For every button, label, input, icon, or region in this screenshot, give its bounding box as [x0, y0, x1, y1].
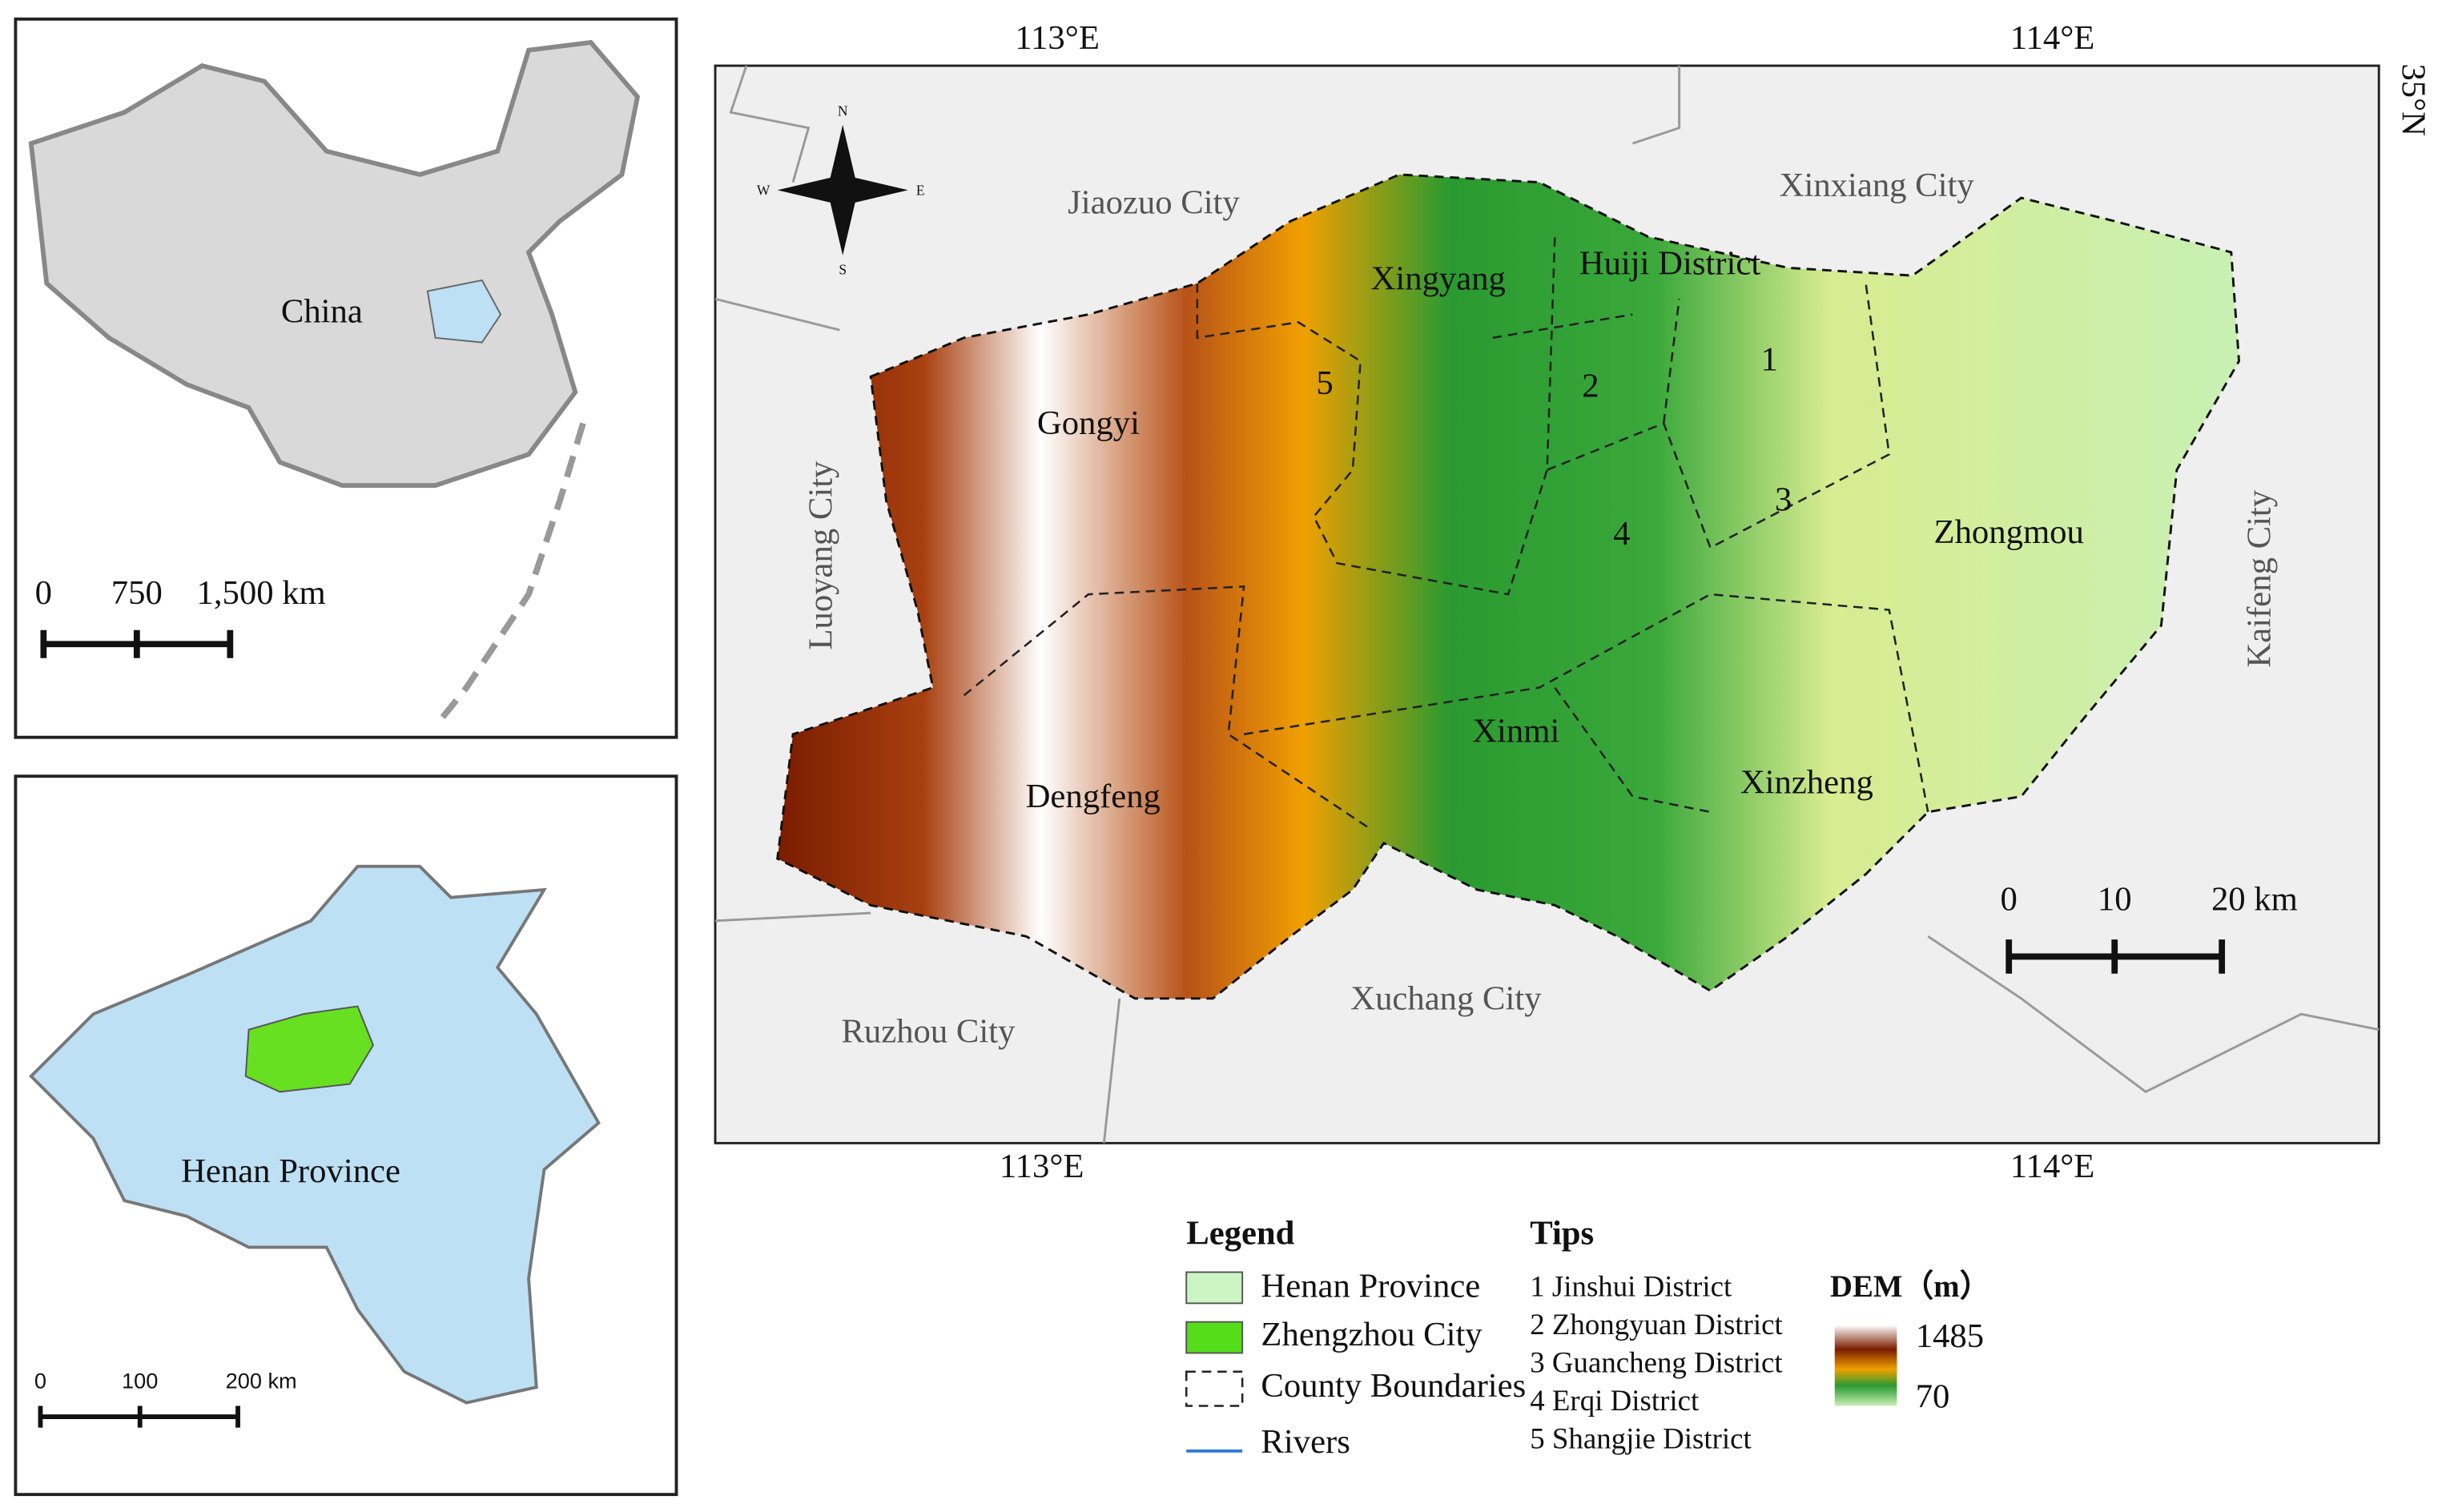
- tip-item: 5 Shangjie District: [1530, 1422, 1752, 1455]
- compass-label: W: [757, 182, 770, 198]
- dem-label: 70: [1916, 1378, 1950, 1416]
- district-label: Zhongmou: [1934, 513, 2084, 551]
- henan-inset: Henan Province 0 100 200 km: [14, 774, 678, 1497]
- neighbor-label: Jiaozuo City: [1068, 184, 1240, 222]
- dem-label: 1485: [1916, 1317, 1984, 1355]
- legend-item: Henan Province: [1261, 1268, 1480, 1305]
- label: Henan Province: [181, 1152, 400, 1190]
- district-label: Huiji District: [1579, 244, 1761, 282]
- legend-title: Legend: [1186, 1215, 1294, 1253]
- compass: N E S W: [757, 103, 925, 277]
- henan-highlight: [426, 279, 502, 344]
- scale-label: 20 km: [2211, 880, 2298, 918]
- compass-rose: [777, 124, 908, 255]
- tip-item: 4 Erqi District: [1530, 1384, 1700, 1417]
- graticule-label: 113°E: [1000, 1148, 1084, 1185]
- scale-label: 0: [35, 574, 52, 612]
- boundary: [714, 65, 2380, 1144]
- scale-label: 10: [2098, 880, 2132, 918]
- legend-item: Rivers: [1261, 1423, 1350, 1461]
- neighbor-label: Xinxiang City: [1780, 167, 1975, 204]
- graticule-label: 114°E: [2010, 19, 2095, 57]
- neighbor-label: Xuchang City: [1350, 980, 1542, 1018]
- zhengzhou-highlight: [244, 1005, 374, 1093]
- district-label: 3: [1775, 481, 1792, 518]
- swatch: [1185, 1271, 1244, 1305]
- frame: [14, 774, 678, 1497]
- tips-title: Tips: [1530, 1215, 1594, 1253]
- neighbor-label: Luoyang City: [803, 460, 840, 650]
- zhengzhou-dem: [776, 173, 2240, 1000]
- scale-bar: [2006, 939, 2226, 974]
- neighbor-label: Ruzhou City: [841, 1012, 1016, 1050]
- district-label: Gongyi: [1037, 404, 1140, 442]
- main-map: 113°E 114°E 113°E 114°E 35°N N E S W Jia…: [714, 19, 2432, 1185]
- legend-item: Zhengzhou City: [1261, 1316, 1483, 1353]
- district-label: 2: [1582, 368, 1599, 405]
- legend-item: County Boundaries: [1261, 1367, 1526, 1405]
- scale-label: 0: [2001, 880, 2018, 918]
- compass-label: S: [839, 261, 847, 277]
- tip-item: 1 Jinshui District: [1530, 1269, 1732, 1302]
- tip-item: 2 Zhongyuan District: [1530, 1308, 1783, 1341]
- scale-label: 750: [111, 574, 163, 612]
- district-label: 4: [1613, 515, 1630, 553]
- district-label: Xinmi: [1472, 713, 1559, 750]
- compass-label: E: [916, 182, 925, 198]
- dem-title: DEM（m）: [1830, 1269, 1991, 1304]
- graticule-label: 113°E: [1015, 19, 1100, 57]
- scale-label: 0: [34, 1369, 46, 1393]
- swatch: [1185, 1321, 1244, 1354]
- legend: Legend Henan Province Zhengzhou City Cou…: [1185, 1215, 1991, 1461]
- neighbor-label: Kaifeng City: [2240, 489, 2278, 667]
- scale-bar: [40, 629, 234, 658]
- frame: [14, 17, 678, 739]
- graticule-label: 35°N: [2394, 63, 2432, 136]
- dash-line: [432, 422, 586, 729]
- district-label: 5: [1316, 364, 1333, 402]
- label: China: [281, 292, 363, 330]
- swatch: [1185, 1370, 1244, 1407]
- scale-label: 200 km: [226, 1369, 297, 1393]
- county-boundary: [963, 236, 1929, 829]
- scale-bar: [38, 1405, 240, 1428]
- scale-label: 100: [122, 1369, 158, 1393]
- china-inset: China 0 750 1,500 km: [14, 17, 678, 739]
- district-label: 1: [1761, 341, 1778, 379]
- district-label: Dengfeng: [1026, 778, 1161, 815]
- dem-ramp: [1834, 1325, 1897, 1406]
- district-label: Xingyang: [1371, 260, 1506, 298]
- district-label: Xinzheng: [1740, 764, 1873, 802]
- graticule-label: 114°E: [2010, 1148, 2095, 1185]
- tip-item: 3 Guancheng District: [1530, 1345, 1783, 1378]
- compass-label: N: [838, 103, 848, 119]
- henan-shape: [29, 864, 601, 1405]
- scale-label: 1,500 km: [197, 574, 326, 612]
- china-shape: [28, 39, 641, 489]
